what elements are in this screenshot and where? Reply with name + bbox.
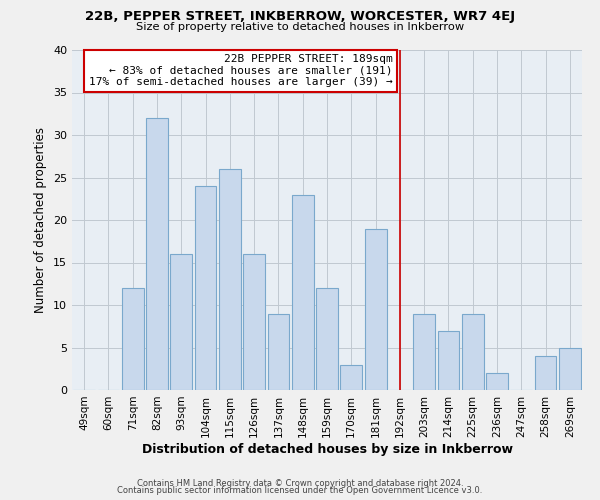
Bar — [535, 356, 556, 390]
Bar — [486, 373, 508, 390]
Bar — [268, 314, 289, 390]
Bar — [559, 348, 581, 390]
Text: Contains HM Land Registry data © Crown copyright and database right 2024.: Contains HM Land Registry data © Crown c… — [137, 478, 463, 488]
Text: Contains public sector information licensed under the Open Government Licence v3: Contains public sector information licen… — [118, 486, 482, 495]
Bar — [243, 254, 265, 390]
X-axis label: Distribution of detached houses by size in Inkberrow: Distribution of detached houses by size … — [142, 442, 512, 456]
Bar — [316, 288, 338, 390]
Bar — [437, 330, 460, 390]
Bar — [194, 186, 217, 390]
Bar — [292, 194, 314, 390]
Bar — [340, 364, 362, 390]
Bar — [413, 314, 435, 390]
Text: 22B, PEPPER STREET, INKBERROW, WORCESTER, WR7 4EJ: 22B, PEPPER STREET, INKBERROW, WORCESTER… — [85, 10, 515, 23]
Bar — [462, 314, 484, 390]
Text: 22B PEPPER STREET: 189sqm
← 83% of detached houses are smaller (191)
17% of semi: 22B PEPPER STREET: 189sqm ← 83% of detac… — [89, 54, 392, 88]
Bar — [122, 288, 143, 390]
Bar — [146, 118, 168, 390]
Y-axis label: Number of detached properties: Number of detached properties — [34, 127, 47, 313]
Bar — [365, 228, 386, 390]
Bar — [219, 169, 241, 390]
Bar — [170, 254, 192, 390]
Text: Size of property relative to detached houses in Inkberrow: Size of property relative to detached ho… — [136, 22, 464, 32]
